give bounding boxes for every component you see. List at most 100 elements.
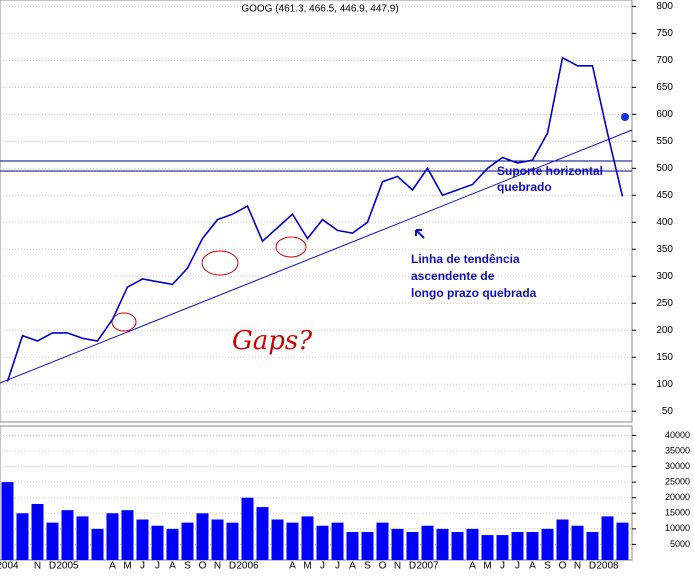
volume-bar bbox=[436, 528, 449, 560]
x-tick-label: S bbox=[544, 561, 551, 572]
chart-title: GOOG (461.3, 466.5, 446.9, 447.9) bbox=[241, 4, 398, 15]
volume-bar bbox=[451, 531, 464, 560]
x-tick-label: A bbox=[109, 561, 116, 572]
x-tick-label: J bbox=[140, 561, 145, 572]
y2-tick-label: 20000 bbox=[665, 492, 690, 502]
arrow bbox=[415, 229, 425, 239]
y2-tick-label: 30000 bbox=[665, 461, 690, 471]
y2-tick-label: 35000 bbox=[665, 445, 690, 455]
annotation: Suporte horizontal bbox=[497, 164, 603, 178]
y-tick-label: 450 bbox=[656, 190, 673, 201]
volume-bar bbox=[46, 522, 59, 560]
y-tick-label: 100 bbox=[656, 379, 673, 390]
volume-bar bbox=[466, 528, 479, 560]
x-tick-label: A bbox=[469, 561, 476, 572]
y-tick-label: 300 bbox=[656, 271, 673, 282]
price-line bbox=[6, 56, 624, 382]
x-tick-label: A bbox=[289, 561, 296, 572]
volume-bar bbox=[31, 503, 44, 560]
x-tick-label: M bbox=[303, 561, 311, 572]
y-tick-label: 650 bbox=[656, 82, 673, 93]
x-tick-label: S bbox=[184, 561, 191, 572]
y-tick-label: 350 bbox=[656, 244, 673, 255]
x-tick-label: 2006 bbox=[236, 561, 259, 572]
volume-bar bbox=[556, 519, 569, 560]
y2-tick-label: 15000 bbox=[665, 508, 690, 518]
volume-bar bbox=[406, 531, 419, 560]
marker bbox=[621, 113, 629, 121]
volume-bar bbox=[61, 510, 74, 560]
volume-bar bbox=[571, 525, 584, 560]
y-tick-label: 550 bbox=[656, 136, 673, 147]
volume-bar bbox=[421, 525, 434, 560]
volume-bar bbox=[376, 522, 389, 560]
x-tick-label: D bbox=[409, 561, 416, 572]
x-tick-label: N bbox=[394, 561, 401, 572]
price-pane bbox=[0, 0, 633, 423]
y2-tick-label: 10000 bbox=[665, 523, 690, 533]
volume-bar bbox=[541, 528, 554, 560]
x-tick-label: M bbox=[483, 561, 491, 572]
x-tick-label: N bbox=[214, 561, 221, 572]
volume-bar bbox=[181, 522, 194, 560]
x-tick-label: J bbox=[335, 561, 340, 572]
x-tick-label: 2008 bbox=[596, 561, 619, 572]
volume-bar bbox=[316, 525, 329, 560]
volume-bar bbox=[601, 516, 614, 560]
y2-tick-label: 25000 bbox=[665, 477, 690, 487]
x-tick-label: 2004 bbox=[0, 561, 19, 572]
x-tick-label: 2007 bbox=[416, 561, 439, 572]
x-tick-label: O bbox=[379, 561, 387, 572]
gap-circle bbox=[111, 312, 137, 332]
x-tick-label: J bbox=[155, 561, 160, 572]
y-tick-label: 600 bbox=[656, 109, 673, 120]
gap-circle bbox=[275, 236, 307, 258]
y-tick-label: 250 bbox=[656, 298, 673, 309]
volume-bar bbox=[196, 513, 209, 560]
y-tick-label: 800 bbox=[656, 1, 673, 12]
annotation: Gaps? bbox=[232, 326, 313, 356]
volume-bar bbox=[241, 497, 254, 560]
volume-bar bbox=[271, 519, 284, 560]
y-tick-label: 400 bbox=[656, 217, 673, 228]
x-tick-label: O bbox=[559, 561, 567, 572]
volume-bar bbox=[136, 519, 149, 560]
volume-bar bbox=[301, 516, 314, 560]
volume-bar bbox=[331, 522, 344, 560]
annotation: Linha de tendência bbox=[411, 252, 520, 266]
x-tick-label: A bbox=[349, 561, 356, 572]
volume-bar bbox=[496, 535, 509, 560]
y2-tick-label: 5000 bbox=[670, 539, 690, 549]
volume-bar bbox=[616, 522, 629, 560]
y-tick-label: 200 bbox=[656, 325, 673, 336]
y-tick-label: 50 bbox=[662, 406, 674, 417]
volume-bar bbox=[391, 528, 404, 560]
volume-bar bbox=[586, 531, 599, 560]
x-tick-label: J bbox=[515, 561, 520, 572]
y2-tick-label: 40000 bbox=[665, 430, 690, 440]
volume-bar bbox=[16, 513, 29, 560]
y-tick-label: 150 bbox=[656, 352, 673, 363]
annotation: quebrado bbox=[497, 180, 552, 194]
x-tick-label: D bbox=[49, 561, 56, 572]
x-tick-label: O bbox=[199, 561, 207, 572]
annotation: ascendente de bbox=[411, 269, 495, 283]
x-tick-label: 2005 bbox=[56, 561, 79, 572]
volume-bar bbox=[526, 531, 539, 560]
volume-bar bbox=[76, 516, 89, 560]
x-tick-label: N bbox=[34, 561, 41, 572]
x-tick-label: J bbox=[320, 561, 325, 572]
volume-bar bbox=[226, 522, 239, 560]
x-tick-label: J bbox=[500, 561, 505, 572]
x-tick-label: N bbox=[574, 561, 581, 572]
volume-bar bbox=[286, 522, 299, 560]
volume-bar bbox=[511, 531, 524, 560]
trend-line bbox=[0, 129, 633, 384]
x-tick-label: A bbox=[169, 561, 176, 572]
volume-bar bbox=[106, 513, 119, 560]
x-tick-label: M bbox=[123, 561, 131, 572]
volume-bar bbox=[121, 510, 134, 560]
y-tick-label: 500 bbox=[656, 163, 673, 174]
volume-bar bbox=[481, 535, 494, 560]
